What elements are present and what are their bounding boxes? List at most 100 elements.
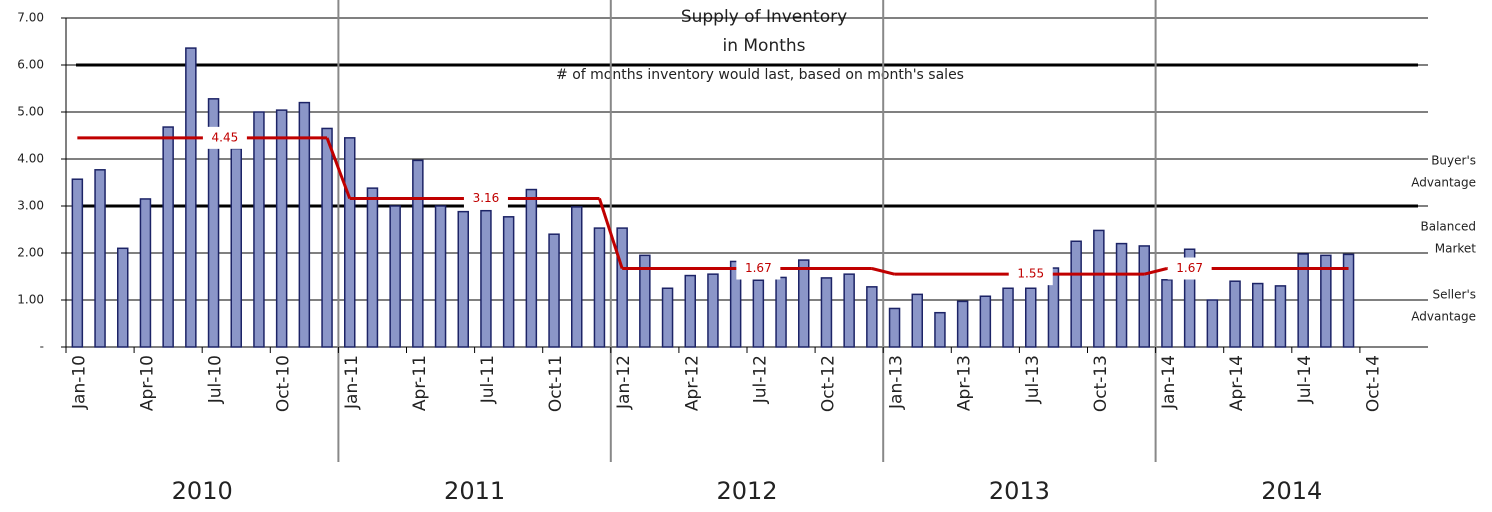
average-label: 1.67	[1176, 261, 1203, 275]
bar	[434, 205, 447, 348]
y-tick-label: 1.00	[17, 293, 44, 307]
chart-subtitle: # of months inventory would last, based …	[556, 67, 964, 83]
x-tick-label: Apr-10	[137, 355, 157, 411]
bar	[117, 247, 129, 348]
bar	[820, 277, 833, 348]
zone-label: Balanced	[1421, 220, 1476, 234]
bar	[1002, 287, 1014, 348]
bar	[412, 159, 424, 348]
x-tick-label: Apr-12	[682, 355, 702, 411]
average-label-box	[1008, 263, 1053, 286]
zone-label: Advantage	[1411, 310, 1476, 324]
bar	[684, 274, 696, 348]
year-label: 2010	[172, 477, 233, 505]
x-tick-label: Jan-11	[342, 355, 362, 410]
bar	[707, 273, 719, 348]
bar	[321, 127, 333, 348]
x-tick-label: Jul-14	[1295, 355, 1315, 404]
bar	[139, 198, 152, 348]
year-label: 2012	[716, 477, 777, 505]
average-label: 4.45	[212, 130, 239, 144]
y-tick-label: 2.00	[17, 246, 44, 260]
bar	[1025, 287, 1037, 348]
bar	[1320, 254, 1332, 348]
average-label-box	[463, 187, 508, 210]
y-tick-label: 3.00	[17, 199, 44, 213]
x-tick-label: Oct-14	[1363, 355, 1383, 412]
zone-label: Market	[1435, 242, 1477, 256]
bar	[1206, 299, 1219, 348]
x-tick-label: Apr-13	[955, 355, 975, 411]
bar	[389, 205, 401, 348]
zone-label: Buyer's	[1431, 154, 1476, 168]
bar	[548, 233, 560, 348]
x-tick-label: Oct-11	[546, 355, 566, 412]
bar	[1252, 282, 1264, 348]
x-tick-label: Oct-10	[274, 355, 294, 412]
bar	[1047, 267, 1060, 348]
bar	[1115, 242, 1128, 348]
y-tick-label: -	[40, 340, 44, 354]
x-tick-label: Oct-12	[818, 355, 838, 412]
average-label: 1.67	[745, 261, 772, 275]
bar	[571, 206, 583, 348]
bar	[502, 216, 515, 348]
zone-label: Seller's	[1432, 288, 1476, 302]
average-connector	[871, 267, 895, 276]
bar	[344, 137, 356, 348]
bar	[298, 101, 311, 348]
x-tick-label: Jul-11	[478, 355, 498, 404]
y-tick-label: 5.00	[17, 105, 44, 119]
bar	[525, 188, 538, 348]
bar	[207, 98, 220, 348]
x-tick-label: Apr-11	[410, 355, 430, 411]
bar	[94, 169, 106, 348]
average-connector	[325, 137, 352, 200]
average-connector	[1143, 267, 1168, 276]
x-tick-label: Jan-14	[1159, 355, 1179, 410]
x-tick-label: Jul-10	[206, 355, 226, 404]
bar	[593, 227, 606, 348]
bar	[1297, 253, 1309, 348]
bar	[480, 209, 492, 348]
bar	[366, 187, 379, 348]
x-tick-label: Oct-13	[1091, 355, 1111, 412]
bar	[934, 311, 946, 348]
y-tick-label: 6.00	[17, 58, 44, 72]
bar	[71, 178, 84, 348]
bar	[866, 286, 878, 348]
x-tick-label: Jan-12	[614, 355, 634, 410]
x-tick-label: Jan-10	[69, 355, 89, 410]
y-tick-label: 4.00	[17, 152, 44, 166]
bar	[230, 147, 242, 348]
bar	[1229, 280, 1241, 348]
bar	[843, 273, 855, 348]
bar	[639, 254, 651, 348]
chart-title: in Months	[722, 36, 805, 56]
x-tick-label: Jan-13	[887, 355, 907, 410]
bar	[275, 109, 288, 348]
bar	[1342, 253, 1355, 348]
bar	[1161, 279, 1173, 348]
average-label-box	[202, 126, 247, 149]
bar	[1274, 285, 1287, 348]
bar	[798, 259, 810, 348]
bar	[911, 293, 923, 348]
bar	[1138, 245, 1150, 348]
x-tick-label: Jul-13	[1023, 355, 1043, 404]
average-label-box	[736, 257, 781, 280]
x-tick-label: Jul-12	[750, 355, 770, 404]
zone-label: Advantage	[1411, 176, 1476, 190]
bar	[185, 47, 197, 348]
year-label: 2011	[444, 477, 505, 505]
average-label: 1.55	[1017, 267, 1044, 281]
bar	[729, 260, 742, 348]
bar	[1183, 248, 1196, 348]
bar	[956, 300, 969, 348]
chart-title: Supply of Inventory	[681, 7, 847, 27]
bar	[775, 276, 787, 348]
bar	[661, 287, 674, 348]
bar	[752, 279, 765, 348]
